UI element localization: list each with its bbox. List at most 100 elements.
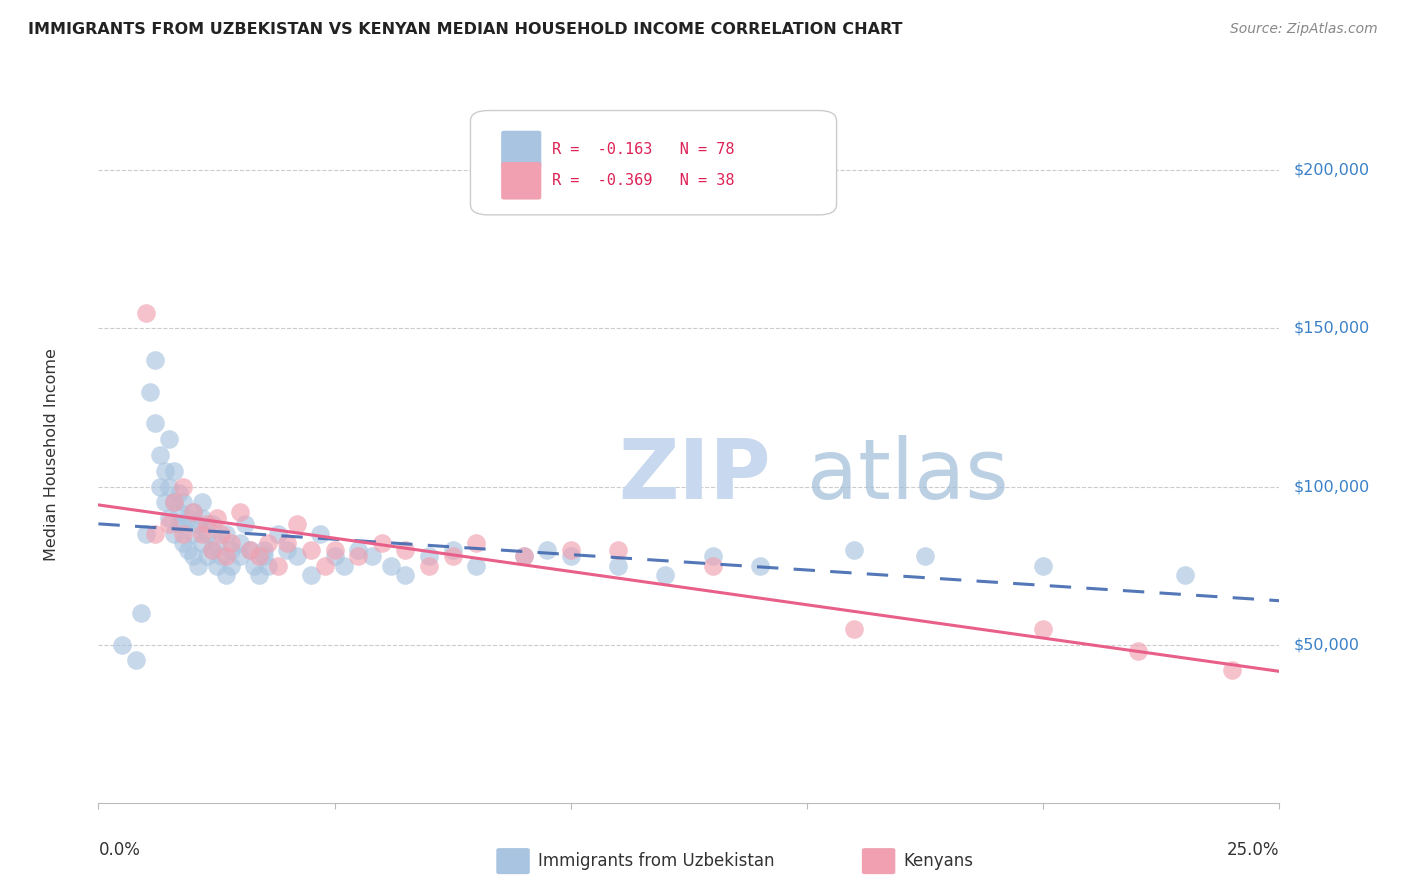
Point [153,495,176,509]
Point [607,558,630,573]
Point [191,511,214,525]
Text: $50,000: $50,000 [1294,637,1360,652]
Point [167,486,190,500]
FancyBboxPatch shape [501,131,541,169]
Point [1174,568,1197,582]
Point [309,527,332,541]
Point [253,542,276,557]
Point [181,505,204,519]
Point [201,542,224,557]
Point [187,558,209,573]
Point [163,527,186,541]
Point [135,527,157,541]
Point [172,495,194,509]
Point [219,542,242,557]
Point [167,505,190,519]
Point [153,464,176,478]
Text: $100,000: $100,000 [1294,479,1369,494]
Point [205,511,228,525]
Point [560,542,582,557]
Point [191,495,214,509]
Point [177,542,200,557]
Text: atlas: atlas [807,435,1008,516]
Point [844,542,866,557]
Point [253,549,276,563]
Point [229,505,252,519]
Point [380,558,402,573]
Point [560,549,582,563]
Point [219,558,242,573]
Point [276,536,298,550]
Point [299,542,322,557]
Point [844,622,866,636]
Point [465,536,488,550]
Point [247,568,270,582]
Point [299,568,322,582]
Point [465,558,488,573]
Text: $150,000: $150,000 [1294,321,1369,336]
Point [418,558,440,573]
Point [607,542,630,557]
Text: ZIP: ZIP [619,435,770,516]
Point [512,549,534,563]
Point [157,511,180,525]
Point [163,464,186,478]
Point [702,558,724,573]
Point [215,568,238,582]
Point [394,568,416,582]
FancyBboxPatch shape [471,111,837,215]
Point [201,542,224,557]
Point [163,495,186,509]
Point [215,549,238,563]
Text: Source: ZipAtlas.com: Source: ZipAtlas.com [1230,22,1378,37]
Point [536,542,558,557]
Point [441,549,464,563]
Text: 0.0%: 0.0% [98,841,141,859]
Point [181,527,204,541]
Point [239,542,262,557]
Point [441,542,464,557]
Text: Immigrants from Uzbekistan: Immigrants from Uzbekistan [538,852,775,870]
Point [257,558,280,573]
Point [195,549,218,563]
Point [702,549,724,563]
Point [187,517,209,532]
Point [1126,644,1149,658]
Point [195,527,218,541]
Point [167,517,190,532]
Point [209,527,232,541]
Point [1032,622,1054,636]
Point [149,448,172,462]
Point [219,536,242,550]
Point [205,536,228,550]
Point [285,549,308,563]
Point [323,549,346,563]
Point [257,536,280,550]
Point [209,549,232,563]
Text: R =  -0.163   N = 78: R = -0.163 N = 78 [553,142,734,157]
Point [129,606,152,620]
Text: IMMIGRANTS FROM UZBEKISTAN VS KENYAN MEDIAN HOUSEHOLD INCOME CORRELATION CHART: IMMIGRANTS FROM UZBEKISTAN VS KENYAN MED… [28,22,903,37]
Point [157,432,180,446]
Text: 25.0%: 25.0% [1227,841,1279,859]
Point [243,558,266,573]
Point [285,517,308,532]
Point [276,542,298,557]
Point [149,479,172,493]
Point [163,495,186,509]
Point [125,653,148,667]
Point [135,305,157,319]
Point [229,536,252,550]
Point [267,558,290,573]
Point [267,527,290,541]
Point [191,536,214,550]
Point [347,542,370,557]
Point [239,542,262,557]
Point [157,517,180,532]
Point [512,549,534,563]
FancyBboxPatch shape [501,162,541,200]
Point [748,558,770,573]
Text: $200,000: $200,000 [1294,163,1369,178]
Text: R =  -0.369   N = 38: R = -0.369 N = 38 [553,173,734,188]
Point [111,638,134,652]
